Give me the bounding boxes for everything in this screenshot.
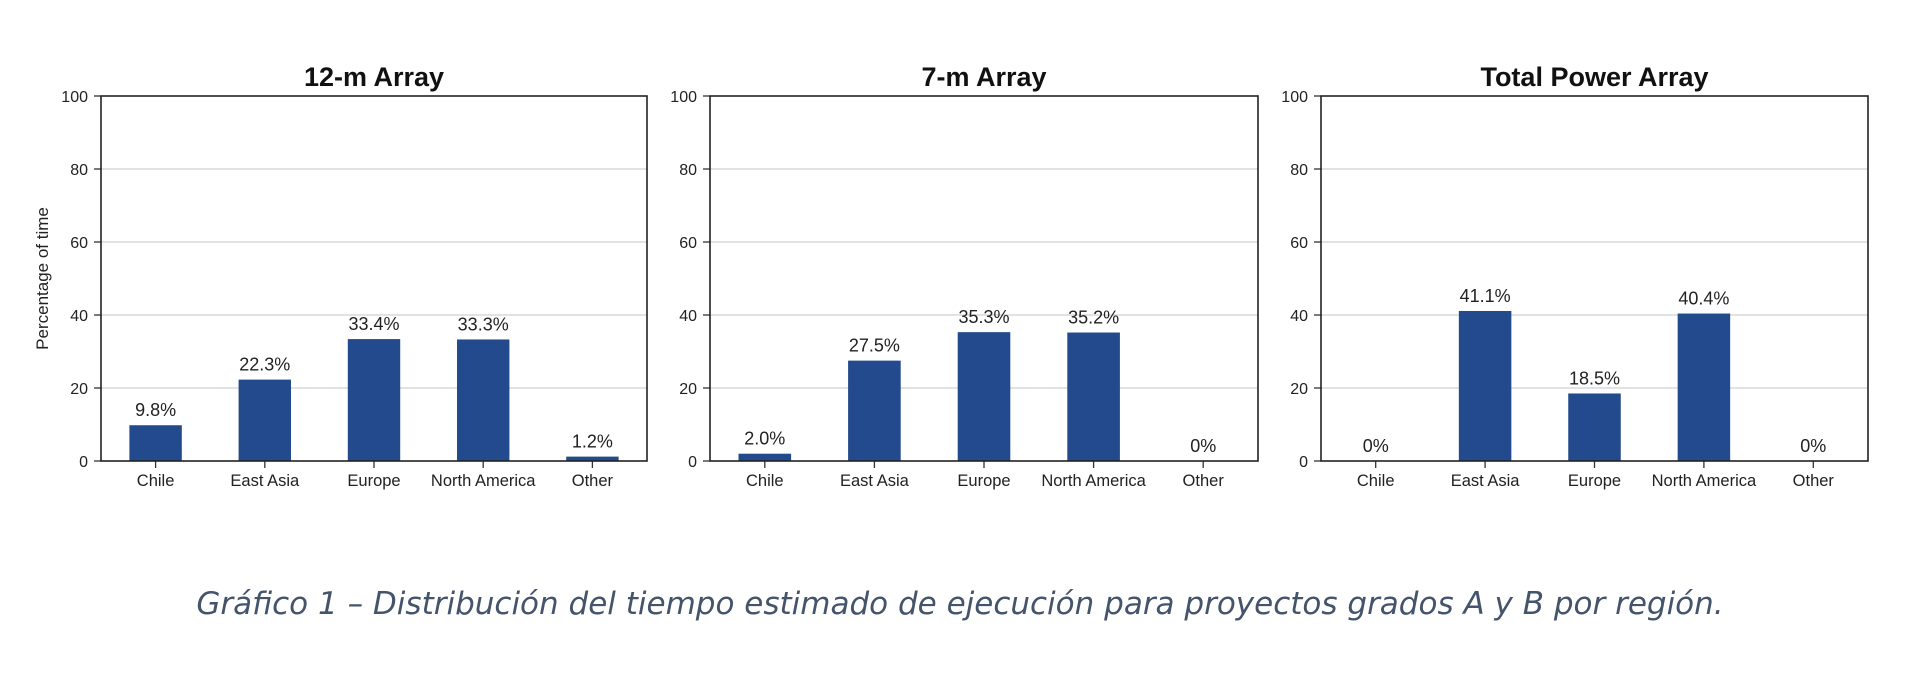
y-tick-label: 40 <box>1290 308 1308 325</box>
bar-value-label: 0% <box>1363 436 1389 456</box>
bar <box>347 339 401 461</box>
x-tick-label: Other <box>572 472 614 490</box>
bar-value-label: 33.3% <box>458 314 509 334</box>
bar-value-label: 35.2% <box>1068 308 1119 328</box>
x-tick-label: Europe <box>957 472 1010 490</box>
x-tick-label: East Asia <box>1451 472 1521 490</box>
x-tick-label: East Asia <box>230 472 300 490</box>
x-tick-label: Other <box>1793 472 1835 490</box>
bar <box>1677 313 1731 461</box>
bar <box>848 360 901 461</box>
y-tick-label: 80 <box>70 162 88 179</box>
bar-value-label: 27.5% <box>849 336 900 356</box>
bar <box>1458 310 1512 461</box>
y-tick-label: 60 <box>70 235 88 252</box>
y-tick-label: 40 <box>679 308 697 325</box>
bar <box>1067 332 1120 461</box>
y-tick-label: 80 <box>679 162 697 179</box>
bar <box>238 379 292 461</box>
x-tick-label: Chile <box>1357 472 1395 490</box>
x-tick-label: North America <box>1041 472 1146 490</box>
bar-value-label: 0% <box>1190 436 1216 456</box>
bar <box>566 456 619 461</box>
bar <box>738 453 792 461</box>
bar-value-label: 2.0% <box>744 429 785 449</box>
plot-frame <box>709 95 1259 462</box>
chart-title: 12-m Array <box>304 62 444 92</box>
x-tick-label: North America <box>1652 472 1757 490</box>
x-tick-label: Other <box>1183 472 1225 490</box>
y-tick-label: 20 <box>679 381 697 398</box>
bar <box>957 332 1011 461</box>
y-tick-label: 0 <box>688 454 697 471</box>
x-tick-label: Chile <box>746 472 784 490</box>
y-tick-label: 100 <box>61 89 88 106</box>
x-tick-label: Chile <box>137 472 175 490</box>
bar <box>129 425 182 461</box>
bar-value-label: 18.5% <box>1569 368 1620 388</box>
bar-value-label: 40.4% <box>1678 289 1729 309</box>
x-tick-label: North America <box>431 472 536 490</box>
y-axis-label: Percentage of time <box>33 207 52 350</box>
y-tick-label: 100 <box>670 89 697 106</box>
y-tick-label: 20 <box>1290 381 1308 398</box>
chart-title: Total Power Array <box>1480 62 1708 92</box>
y-tick-label: 20 <box>70 381 88 398</box>
y-tick-label: 0 <box>79 454 88 471</box>
plot-frame <box>100 95 648 462</box>
y-tick-label: 40 <box>70 308 88 325</box>
bar-value-label: 35.3% <box>958 307 1009 327</box>
y-tick-label: 0 <box>1299 454 1308 471</box>
bar <box>456 339 510 461</box>
plot-frame <box>1320 95 1869 462</box>
y-tick-label: 60 <box>679 235 697 252</box>
y-tick-label: 80 <box>1290 162 1308 179</box>
bar-value-label: 0% <box>1800 436 1826 456</box>
x-tick-label: Europe <box>1568 472 1621 490</box>
bar-value-label: 22.3% <box>239 355 290 375</box>
bar <box>1568 393 1621 461</box>
bar-value-label: 9.8% <box>135 400 176 420</box>
chart-title: 7-m Array <box>921 62 1046 92</box>
figure-caption: Gráfico 1 – Distribución del tiempo esti… <box>196 586 1724 622</box>
y-tick-label: 100 <box>1281 89 1308 106</box>
x-tick-label: East Asia <box>840 472 910 490</box>
bar-value-label: 1.2% <box>572 432 613 452</box>
x-tick-label: Europe <box>347 472 400 490</box>
bar-value-label: 41.1% <box>1460 286 1511 306</box>
y-tick-label: 60 <box>1290 235 1308 252</box>
bar-value-label: 33.4% <box>348 314 399 334</box>
